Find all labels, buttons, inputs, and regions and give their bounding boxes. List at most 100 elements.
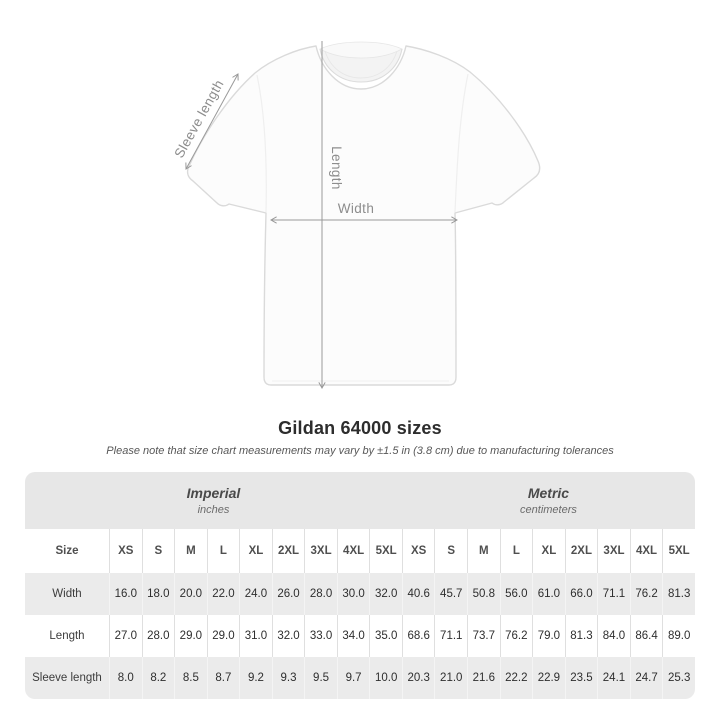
table-cell: 9.3 — [271, 657, 305, 699]
metric-unit-label: centimeters — [520, 504, 577, 516]
sleeve-measure-line — [185, 73, 239, 170]
table-cell: 23.5 — [564, 657, 598, 699]
imperial-label: Imperial — [186, 485, 241, 501]
table-cell: 10.0 — [369, 657, 402, 699]
table-cell: 45.7 — [434, 573, 467, 615]
table-cell: 56.0 — [499, 573, 533, 615]
size-col-header: L — [499, 529, 533, 573]
table-cell: 35.0 — [369, 615, 402, 657]
table-cell: 9.7 — [336, 657, 370, 699]
table-cell: 32.0 — [271, 615, 305, 657]
metric-group-header: Metric centimeters — [401, 472, 695, 529]
size-col-header: XL — [239, 529, 272, 573]
size-chart-table: Imperial inches Metric centimeters Size … — [25, 472, 695, 699]
table-cell: 28.0 — [141, 615, 175, 657]
table-cell: 8.7 — [206, 657, 240, 699]
table-row-length: Length 27.0 28.0 29.0 29.0 31.0 32.0 33.… — [25, 615, 695, 657]
tolerance-note: Please note that size chart measurements… — [106, 445, 614, 457]
size-header-label: Size — [55, 545, 79, 557]
table-cell: 26.0 — [271, 573, 305, 615]
table-cell: 18.0 — [141, 573, 175, 615]
imperial-unit-label: inches — [197, 504, 230, 516]
table-cell: 30.0 — [336, 573, 370, 615]
size-col-header: XS — [109, 529, 142, 573]
tshirt-measurement-figure: Width Length Sleeve length — [171, 41, 541, 389]
table-cell: 31.0 — [239, 615, 272, 657]
imperial-group-header: Imperial inches — [25, 472, 402, 529]
table-cell: 71.1 — [434, 615, 467, 657]
size-col-header: 5XL — [662, 529, 695, 573]
table-cell: 33.0 — [304, 615, 337, 657]
table-cell: 71.1 — [597, 573, 630, 615]
table-row-sleeve-length: Sleeve length 8.0 8.2 8.5 8.7 9.2 9.3 9.… — [25, 657, 695, 699]
table-cell: 29.0 — [206, 615, 240, 657]
table-cell: 21.0 — [434, 657, 467, 699]
size-col-header: XL — [532, 529, 565, 573]
table-cell: 76.2 — [629, 573, 663, 615]
size-col-header: M — [174, 529, 207, 573]
tshirt-armhole-seam-left — [256, 74, 267, 213]
table-cell: 8.2 — [141, 657, 175, 699]
table-cell: 22.2 — [499, 657, 533, 699]
row-label: Width — [52, 588, 82, 600]
size-col-header: XS — [401, 529, 435, 573]
table-cell: 8.0 — [109, 657, 142, 699]
table-cell: 84.0 — [597, 615, 630, 657]
page-title: Gildan 64000 sizes — [278, 418, 442, 438]
unit-group-header-row: Imperial inches Metric centimeters — [25, 472, 695, 529]
size-col-header: S — [141, 529, 175, 573]
table-cell: 27.0 — [109, 615, 142, 657]
table-cell: 9.5 — [304, 657, 337, 699]
table-cell: 22.9 — [532, 657, 565, 699]
size-col-header: 3XL — [597, 529, 630, 573]
table-cell: 32.0 — [369, 573, 402, 615]
metric-label: Metric — [527, 485, 570, 501]
tshirt-collar-rib — [319, 48, 403, 83]
table-cell: 79.0 — [532, 615, 565, 657]
table-cell: 66.0 — [564, 573, 598, 615]
tshirt-graphic: Width Length Sleeve length — [171, 41, 541, 389]
size-col-header: 3XL — [304, 529, 337, 573]
size-col-header: 4XL — [336, 529, 370, 573]
row-label: Sleeve length — [32, 672, 102, 684]
table-cell: 81.3 — [662, 573, 695, 615]
table-cell: 24.0 — [239, 573, 272, 615]
table-cell: 29.0 — [174, 615, 207, 657]
table-cell: 40.6 — [401, 573, 435, 615]
table-cell: 73.7 — [467, 615, 500, 657]
size-col-header: L — [206, 529, 240, 573]
table-cell: 61.0 — [532, 573, 565, 615]
tshirt-body — [186, 45, 541, 386]
table-cell: 50.8 — [467, 573, 500, 615]
size-col-header: 4XL — [629, 529, 663, 573]
table-cell: 9.2 — [239, 657, 272, 699]
table-cell: 24.7 — [629, 657, 663, 699]
table-cell: 25.3 — [662, 657, 695, 699]
size-col-header: S — [434, 529, 467, 573]
size-col-header: M — [467, 529, 500, 573]
table-cell: 20.3 — [401, 657, 435, 699]
size-col-header: 5XL — [369, 529, 402, 573]
table-cell: 16.0 — [109, 573, 142, 615]
table-cell: 81.3 — [564, 615, 598, 657]
row-label: Length — [49, 630, 85, 642]
table-cell: 68.6 — [401, 615, 435, 657]
table-cell: 86.4 — [629, 615, 663, 657]
table-cell: 89.0 — [662, 615, 695, 657]
table-cell: 28.0 — [304, 573, 337, 615]
length-label: Length — [329, 146, 344, 190]
size-col-header: 2XL — [271, 529, 305, 573]
tshirt-collar-rib-inner — [324, 50, 398, 79]
table-cell: 76.2 — [499, 615, 533, 657]
size-col-header: 2XL — [564, 529, 598, 573]
tshirt-armhole-seam-right — [454, 73, 469, 213]
table-cell: 21.6 — [467, 657, 500, 699]
table-row-width: Width 16.0 18.0 20.0 22.0 24.0 26.0 28.0… — [25, 573, 695, 615]
table-cell: 22.0 — [206, 573, 240, 615]
width-label: Width — [338, 201, 375, 216]
table-cell: 34.0 — [336, 615, 370, 657]
table-cell: 24.1 — [597, 657, 630, 699]
table-cell: 20.0 — [174, 573, 207, 615]
size-header-row: Size XS S M L XL 2XL 3XL 4XL 5XL XS S M … — [25, 529, 695, 573]
table-cell: 8.5 — [174, 657, 207, 699]
